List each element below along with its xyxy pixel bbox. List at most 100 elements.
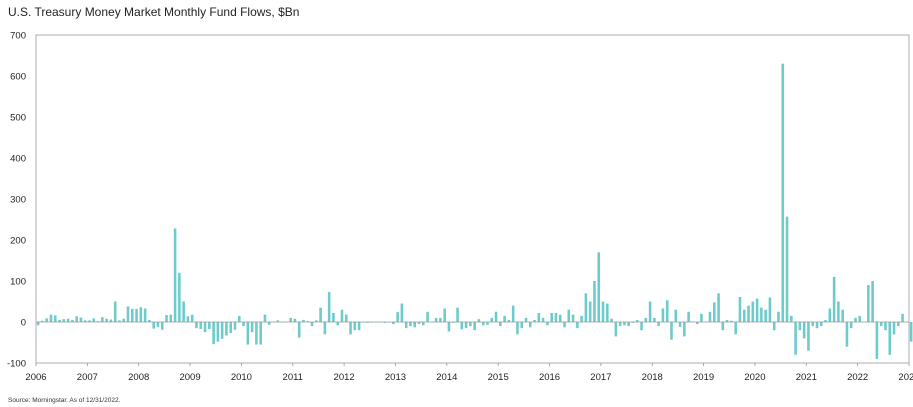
monthly-flow-bar bbox=[336, 322, 339, 326]
monthly-flow-bar bbox=[683, 322, 686, 337]
monthly-flow-bar bbox=[845, 322, 849, 347]
monthly-flow-bar bbox=[772, 322, 776, 331]
monthly-flow-bar bbox=[648, 301, 652, 322]
monthly-flow-bar bbox=[447, 322, 451, 332]
monthly-flow-bar bbox=[798, 322, 802, 331]
monthly-flow-bar bbox=[126, 306, 130, 322]
monthly-flow-bar bbox=[571, 314, 575, 322]
monthly-flow-bar bbox=[563, 322, 566, 328]
monthly-flow-bar bbox=[640, 322, 643, 331]
monthly-flow-bar bbox=[764, 309, 767, 322]
monthly-flow-bar bbox=[306, 321, 310, 322]
monthly-flow-bar bbox=[160, 322, 164, 330]
monthly-flow-bar bbox=[62, 319, 66, 322]
y-tick-label: 100 bbox=[10, 277, 26, 288]
monthly-flow-bar bbox=[83, 320, 87, 322]
monthly-flow-bar bbox=[409, 322, 412, 327]
monthly-flow-bar bbox=[413, 322, 417, 328]
monthly-flow-bar bbox=[824, 319, 827, 322]
monthly-flow-bar bbox=[332, 312, 335, 322]
monthly-flow-bar bbox=[601, 301, 605, 322]
monthly-flow-bar bbox=[122, 318, 126, 322]
monthly-flow-bar bbox=[494, 311, 498, 322]
monthly-flow-bar bbox=[477, 319, 481, 322]
monthly-flow-bar bbox=[537, 312, 541, 322]
monthly-flow-bar bbox=[53, 315, 57, 322]
monthly-flow-bar bbox=[901, 313, 904, 322]
monthly-flow-bar bbox=[71, 319, 74, 322]
monthly-flow-bar bbox=[481, 322, 485, 326]
monthly-flow-bar bbox=[695, 322, 699, 325]
monthly-flow-bar bbox=[383, 322, 387, 323]
monthly-flow-bar bbox=[199, 322, 203, 329]
monthly-flow-bar bbox=[118, 320, 121, 322]
plot-frame bbox=[35, 34, 910, 364]
x-tick-label: 2017 bbox=[590, 372, 611, 383]
y-tick-label: -100 bbox=[7, 359, 26, 370]
monthly-flow-bar bbox=[366, 322, 369, 323]
monthly-flow-bar bbox=[528, 322, 532, 328]
monthly-flow-bar bbox=[434, 317, 438, 322]
x-tick-label: 2008 bbox=[128, 372, 149, 383]
x-tick-label: 2006 bbox=[25, 372, 46, 383]
monthly-flow-bar bbox=[469, 322, 472, 327]
monthly-flow-bar bbox=[263, 314, 267, 322]
monthly-flow-bar bbox=[627, 322, 630, 327]
monthly-flow-bar bbox=[58, 319, 61, 322]
monthly-flow-bar bbox=[606, 303, 609, 322]
monthly-flow-bar bbox=[310, 322, 314, 327]
monthly-flow-bar bbox=[785, 216, 789, 322]
monthly-flow-bar bbox=[588, 301, 592, 322]
monthly-flow-bar bbox=[837, 301, 840, 322]
monthly-flow-bar bbox=[871, 281, 874, 322]
monthly-flow-bar bbox=[302, 319, 305, 322]
monthly-flow-bar bbox=[135, 308, 138, 322]
monthly-flow-bar bbox=[811, 322, 814, 327]
monthly-flow-bar bbox=[443, 308, 446, 322]
monthly-flow-bar bbox=[610, 318, 613, 322]
monthly-flow-bar bbox=[815, 322, 819, 329]
monthly-flow-bar bbox=[520, 322, 523, 329]
monthly-flow-bar bbox=[255, 322, 258, 345]
x-tick-label: 2020 bbox=[744, 372, 765, 383]
monthly-flow-bar bbox=[661, 308, 665, 322]
monthly-flow-bar bbox=[250, 322, 254, 333]
monthly-flow-bar bbox=[503, 315, 506, 322]
monthly-flow-bar bbox=[88, 320, 91, 322]
monthly-flow-bar bbox=[327, 292, 331, 322]
monthly-flow-bar bbox=[422, 322, 425, 326]
monthly-flow-bar bbox=[687, 311, 690, 322]
monthly-flow-bar bbox=[96, 321, 100, 322]
x-tick-label: 2012 bbox=[334, 372, 355, 383]
monthly-flow-bar bbox=[546, 322, 549, 326]
monthly-flow-bar bbox=[819, 322, 823, 327]
monthly-flow-bar bbox=[738, 296, 742, 322]
x-tick-label: 2007 bbox=[77, 372, 98, 383]
monthly-flow-bar bbox=[794, 322, 797, 355]
y-tick-label: 0 bbox=[21, 318, 26, 329]
monthly-flow-bar bbox=[721, 322, 725, 331]
monthly-flow-bar bbox=[319, 307, 322, 322]
monthly-flow-bar bbox=[516, 322, 519, 335]
monthly-flow-bar bbox=[554, 312, 558, 322]
y-axis: -100 0 100 200 300 400 500 600 700 bbox=[7, 31, 26, 370]
monthly-flow-bar bbox=[700, 313, 703, 322]
x-tick-label: 2009 bbox=[179, 372, 200, 383]
monthly-flow-bar bbox=[884, 322, 887, 331]
monthly-flow-bar bbox=[105, 318, 108, 322]
monthly-flow-bar bbox=[392, 322, 395, 325]
monthly-flow-bar bbox=[635, 319, 639, 322]
monthly-flow-bar bbox=[802, 322, 806, 339]
monthly-flow-bar bbox=[614, 322, 618, 337]
monthly-flow-bar bbox=[66, 318, 70, 322]
monthly-flow-bar bbox=[580, 315, 583, 322]
x-tick-label: 2013 bbox=[385, 372, 406, 383]
monthly-flow-bar bbox=[631, 322, 635, 323]
monthly-flow-bar bbox=[888, 322, 892, 355]
monthly-flow-bar bbox=[499, 322, 502, 327]
monthly-flow-bar bbox=[344, 314, 348, 322]
monthly-flow-bar bbox=[460, 322, 464, 330]
monthly-flow-bar bbox=[790, 315, 793, 322]
monthly-flow-bar bbox=[524, 317, 528, 322]
monthly-flow-bar bbox=[276, 320, 280, 322]
